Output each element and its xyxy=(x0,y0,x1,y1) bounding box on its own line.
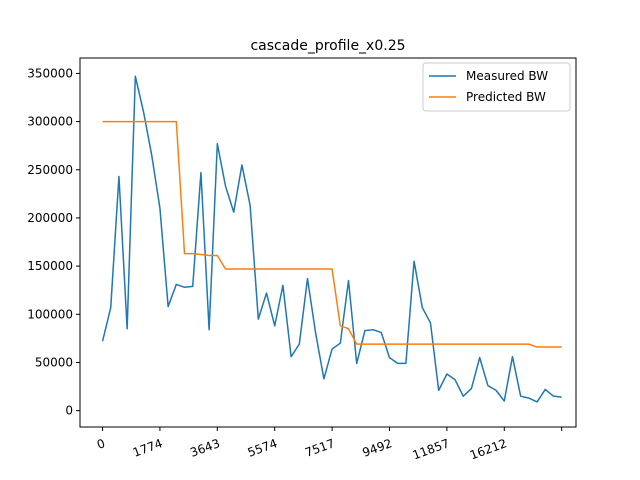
y-tick-label: 150000 xyxy=(27,259,73,273)
chart-title: cascade_profile_x0.25 xyxy=(250,38,405,54)
y-axis: 0 50000 100000 150000 200000 250000 300000 3500… xyxy=(27,66,80,418)
series-line-predicted-bw xyxy=(102,120,562,348)
x-tick-label: 0 xyxy=(95,436,107,452)
y-tick-label: 200000 xyxy=(27,211,73,225)
legend-label: Measured BW xyxy=(466,69,548,83)
y-tick-label: 250000 xyxy=(27,163,73,177)
legend: Measured BW Predicted BW xyxy=(422,62,571,112)
plot-lines xyxy=(101,75,562,403)
series-line-measured-bw xyxy=(101,75,562,403)
y-tick-label: 100000 xyxy=(27,307,73,321)
y-tick-label: 0 xyxy=(65,404,73,418)
y-tick-label: 350000 xyxy=(27,66,73,80)
y-tick-label: 300000 xyxy=(27,115,73,129)
axes-frame xyxy=(79,57,577,428)
y-tick-label: 50000 xyxy=(35,355,73,369)
legend-box xyxy=(422,62,571,112)
legend-label: Predicted BW xyxy=(466,90,546,104)
